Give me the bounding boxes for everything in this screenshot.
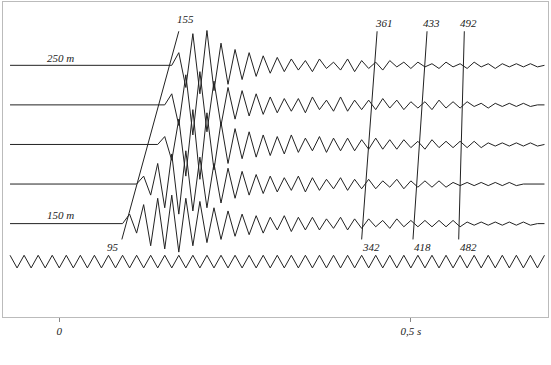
svg-text:433: 433 [423, 17, 440, 29]
svg-text:482: 482 [460, 241, 477, 253]
svg-text:361: 361 [375, 17, 393, 29]
svg-text:342: 342 [362, 241, 380, 253]
svg-text:492: 492 [460, 17, 477, 29]
svg-text:95: 95 [107, 241, 119, 253]
svg-text:150 m: 150 m [47, 209, 74, 221]
svg-text:418: 418 [414, 241, 431, 253]
svg-text:155: 155 [177, 13, 194, 25]
svg-text:250 m: 250 m [47, 52, 74, 64]
svg-text:0: 0 [57, 325, 63, 337]
svg-text:0,5 s: 0,5 s [400, 325, 421, 337]
